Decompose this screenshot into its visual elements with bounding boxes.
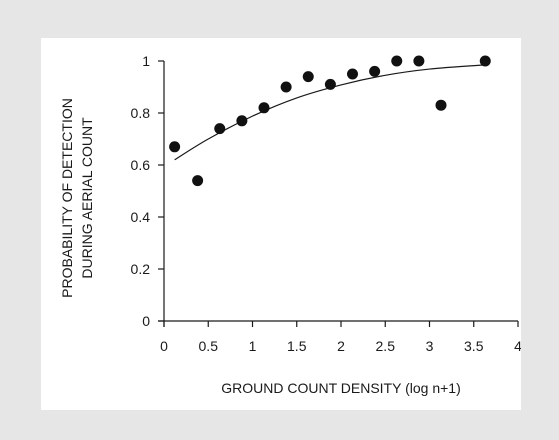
fit-curve xyxy=(174,64,486,161)
x-tick-label: 1 xyxy=(249,338,257,354)
data-point xyxy=(192,175,204,187)
y-axis-title-line-2: DURING AERIAL COUNT xyxy=(79,117,95,279)
x-tick-label: 0 xyxy=(160,338,168,354)
data-point xyxy=(413,55,425,67)
fit-curve-layer xyxy=(174,64,486,161)
data-point xyxy=(324,78,336,90)
data-point xyxy=(479,55,491,67)
data-point xyxy=(391,55,403,67)
y-tick-label: 0 xyxy=(142,313,150,329)
data-point xyxy=(258,102,270,114)
y-tick-label: 0.2 xyxy=(131,261,151,277)
data-point xyxy=(236,115,248,127)
axes xyxy=(158,61,518,327)
y-tick-label: 1 xyxy=(142,53,150,69)
y-tick-label: 0.8 xyxy=(131,105,151,121)
x-tick-label: 3 xyxy=(426,338,434,354)
x-tick-label: 0.5 xyxy=(199,338,219,354)
data-point xyxy=(347,68,359,80)
data-point xyxy=(280,81,292,93)
x-tick-label: 3.5 xyxy=(464,338,484,354)
chart-panel: PROBABILITY OF DETECTION DURING AERIAL C… xyxy=(41,38,521,410)
y-tick-label: 0.4 xyxy=(131,209,151,225)
data-point xyxy=(369,65,381,77)
x-tick-label: 2 xyxy=(337,338,345,354)
data-point xyxy=(214,123,226,135)
y-axis-ticks: 0 0.2 0.4 0.6 0.8 1 xyxy=(131,53,164,329)
scatter-chart: PROBABILITY OF DETECTION DURING AERIAL C… xyxy=(59,53,521,396)
data-point xyxy=(435,99,447,111)
x-tick-label: 2.5 xyxy=(376,338,396,354)
x-tick-label: 1.5 xyxy=(287,338,307,354)
data-point xyxy=(169,141,181,153)
y-axis-title: PROBABILITY OF DETECTION DURING AERIAL C… xyxy=(59,98,95,298)
data-points xyxy=(169,55,491,187)
x-axis-ticks: 0 0.5 1 1.5 2 2.5 3 3.5 4 xyxy=(160,321,521,354)
x-axis-title: GROUND COUNT DENSITY (log n+1) xyxy=(221,380,460,396)
y-axis-title-line-1: PROBABILITY OF DETECTION xyxy=(59,98,75,298)
y-tick-label: 0.6 xyxy=(131,157,151,173)
x-tick-label: 4 xyxy=(514,338,521,354)
data-point xyxy=(302,71,314,83)
